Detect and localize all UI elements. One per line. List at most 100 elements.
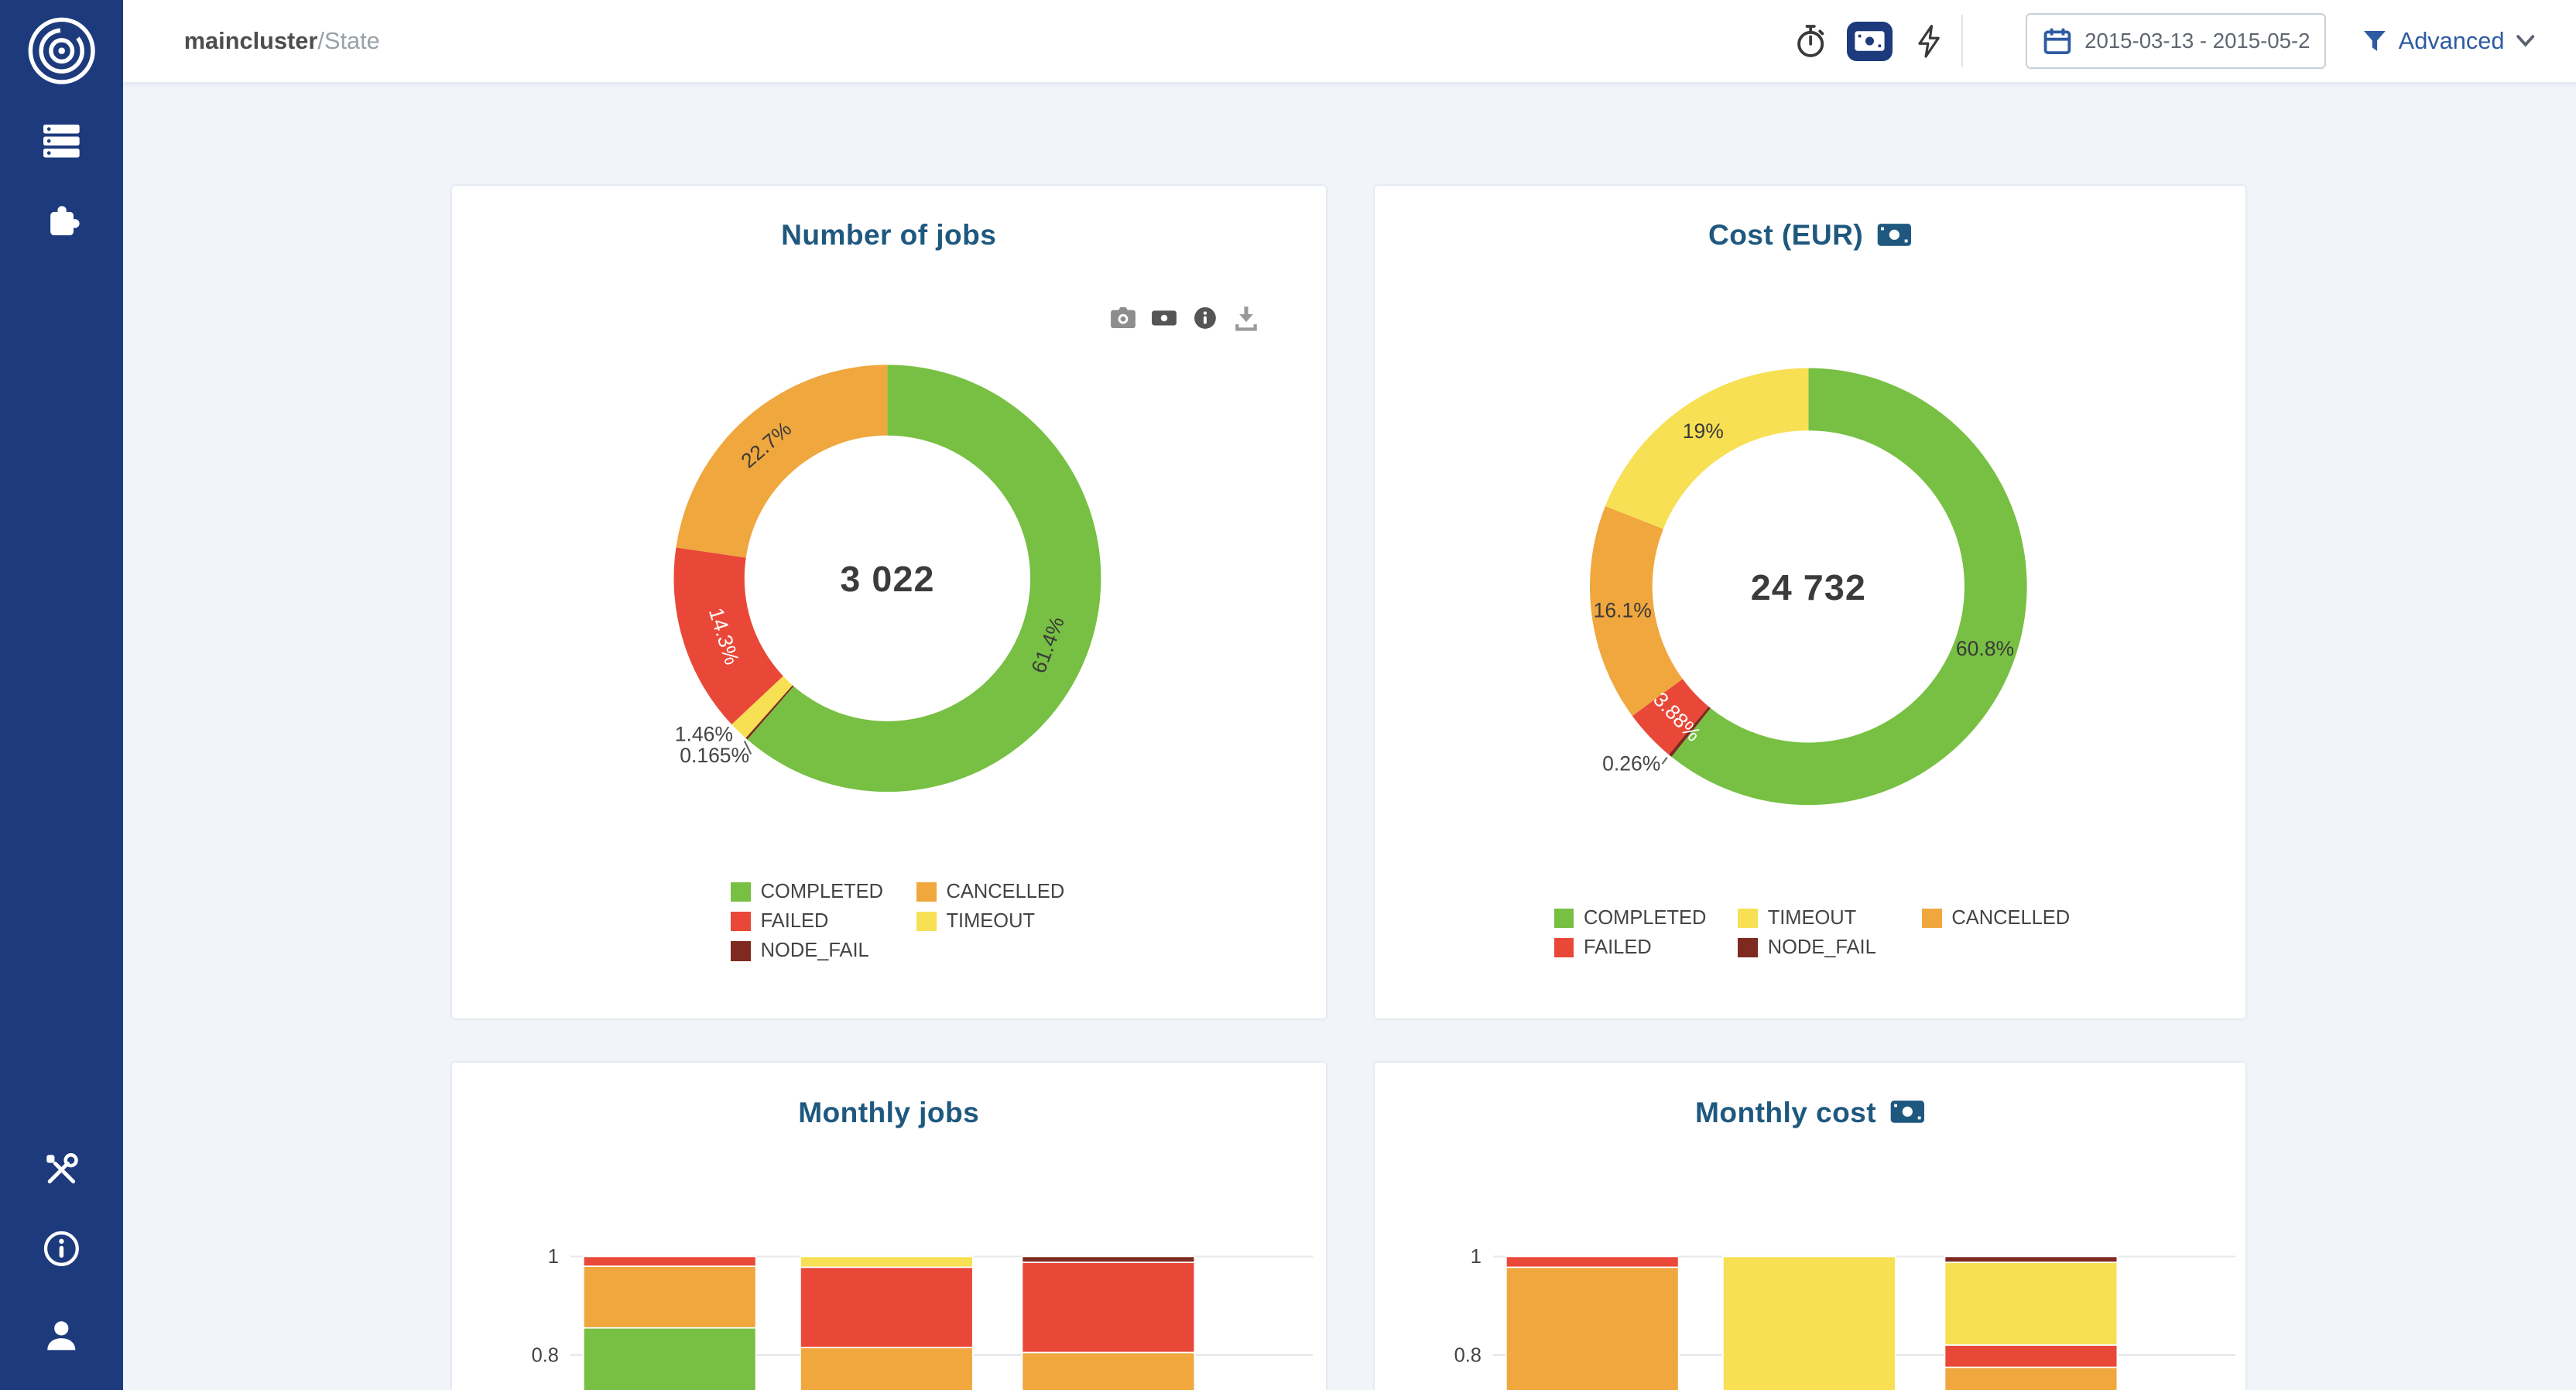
bar-segment-FAILED[interactable] [799, 1266, 974, 1349]
card-title-monthly-jobs: Monthly jobs [452, 1096, 1326, 1129]
legend-label: NODE_FAIL [1767, 936, 1876, 959]
cost-donut-chart: 60.8% 0.26% 3.88% 16.1% 19% 24 732 [1375, 186, 2245, 1019]
legend-item-NODE_FAIL[interactable]: NODE_FAIL [1738, 933, 1876, 963]
date-range-picker[interactable]: 2015-03-13 - 2015-05-2 [2025, 12, 2327, 70]
info-circle-icon[interactable] [1191, 304, 1219, 332]
card-title-monthly-cost: Monthly cost [1375, 1096, 2245, 1129]
bar-segment-NODE_FAIL[interactable] [1021, 1255, 1195, 1264]
tools-icon [46, 1152, 78, 1183]
legend-label: CANCELLED [1951, 906, 2071, 929]
card-title-jobs: Number of jobs [452, 218, 1326, 252]
monthly-jobs-bar-chart: 1 0.8 [452, 1063, 1326, 1390]
pie-slice-TIMEOUT[interactable] [1605, 368, 1809, 529]
card-monthly-jobs: Monthly jobs 1 0.8 [451, 1063, 1326, 1390]
card-cost-eur: Cost (EUR) 60.8% 0.26% 3.88% 16.1% 19% 24 732… [1375, 185, 2246, 1019]
camera-icon[interactable] [1109, 304, 1137, 332]
banknote-icon [1855, 30, 1885, 51]
legend-item-CANCELLED[interactable]: CANCELLED [916, 877, 1064, 906]
bar-segment-FAILED[interactable] [1506, 1255, 1680, 1268]
breadcrumb-cluster[interactable]: maincluster [183, 27, 318, 55]
bar-segment-CANCELLED[interactable] [1506, 1266, 1680, 1390]
pie-center-total: 3 022 [840, 559, 934, 599]
bar-segment-CANCELLED[interactable] [582, 1265, 757, 1329]
jobs-chart-legend: COMPLETED FAILED NODE_FAIL CANCELLED TIMEOUT [452, 186, 1326, 1019]
legend-label: FAILED [760, 910, 829, 933]
pie-slice-CANCELLED[interactable] [676, 365, 888, 558]
download-icon[interactable] [1232, 304, 1260, 332]
bar-segment-COMPLETED[interactable] [582, 1327, 757, 1390]
legend-label: COMPLETED [1583, 906, 1707, 929]
pie-slice-COMPLETED[interactable] [747, 365, 1101, 792]
pie-slice-NODE_FAIL[interactable] [1669, 706, 1711, 757]
duration-toggle-button[interactable] [1789, 19, 1831, 62]
unit-toggle-group [1789, 0, 1950, 82]
bar-segment-CANCELLED[interactable] [1944, 1367, 2119, 1390]
legend-item-NODE_FAIL[interactable]: NODE_FAIL [731, 936, 883, 966]
puzzle-icon [50, 206, 80, 235]
sidebar-item-user[interactable] [0, 1299, 123, 1371]
breadcrumb[interactable]: maincluster/State [184, 0, 380, 82]
legend-item-FAILED[interactable]: FAILED [731, 907, 883, 936]
pie-slice-FAILED[interactable] [673, 547, 783, 724]
legend-swatch [1738, 937, 1758, 958]
legend-item-COMPLETED[interactable]: COMPLETED [1553, 903, 1707, 933]
legend-swatch [916, 882, 937, 902]
bar-segment-FAILED[interactable] [582, 1255, 757, 1268]
sidebar-item-about[interactable] [0, 1212, 123, 1284]
header-divider [1961, 15, 1964, 67]
pie-center-total: 24 732 [1751, 567, 1866, 608]
cost-toggle-button[interactable] [1846, 21, 1893, 61]
money-icon[interactable] [1150, 304, 1178, 332]
pie-slice-label-outside: 1.46% [674, 722, 732, 745]
sidebar-item-clusters[interactable] [0, 105, 123, 177]
pie-slice-label: 60.8% [1956, 637, 2014, 660]
y-tick-label: 0.8 [531, 1344, 558, 1366]
legend-label: CANCELLED [946, 880, 1065, 902]
sidebar-item-plugins[interactable] [0, 184, 123, 256]
cost-chart-legend: COMPLETED FAILED TIMEOUT NODE_FAIL CANCELLED [1375, 186, 2245, 1019]
card-title-text: Monthly cost [1695, 1095, 1877, 1128]
app-logo[interactable] [0, 15, 123, 87]
pie-slice-NODE_FAIL[interactable] [745, 685, 793, 740]
pie-slice-FAILED[interactable] [1632, 679, 1709, 755]
bar-segment-NODE_FAIL[interactable] [1944, 1255, 2119, 1264]
card-monthly-cost: Monthly cost 1 0.8 [1375, 1063, 2246, 1390]
filter-icon [2363, 31, 2386, 51]
sidebar-item-settings[interactable] [0, 1133, 123, 1205]
chart-modebar [1109, 304, 1260, 332]
breadcrumb-section: /State [317, 27, 380, 55]
advanced-filter-button[interactable]: Advanced [2362, 0, 2536, 82]
jobs-donut-chart: 61.4% 0.165% 1.46% 14.3% 22.7% 3 022 [452, 186, 1326, 1019]
pie-slice-COMPLETED[interactable] [1671, 368, 2028, 805]
bar-segment-CANCELLED[interactable] [1021, 1351, 1195, 1390]
card-title-text: Number of jobs [781, 218, 997, 252]
pie-slice-TIMEOUT[interactable] [731, 676, 793, 738]
legend-item-COMPLETED[interactable]: COMPLETED [731, 877, 883, 906]
legend-swatch [1553, 908, 1574, 929]
card-title-text: Cost (EUR) [1708, 218, 1864, 252]
bar-segment-FAILED[interactable] [1021, 1262, 1195, 1354]
server-rack-icon [43, 125, 80, 158]
legend-item-TIMEOUT[interactable]: TIMEOUT [916, 907, 1064, 936]
bar-segment-FAILED[interactable] [1944, 1344, 2119, 1368]
legend-swatch [731, 941, 751, 961]
y-tick-label: 1 [1471, 1246, 1482, 1268]
bar-segment-TIMEOUT[interactable] [1722, 1255, 1897, 1390]
legend-item-FAILED[interactable]: FAILED [1553, 933, 1707, 963]
legend-label: TIMEOUT [1767, 906, 1857, 929]
bar-segment-CANCELLED[interactable] [799, 1347, 974, 1390]
banknote-icon [1890, 1101, 1925, 1123]
legend-swatch [731, 882, 751, 902]
bar-segment-TIMEOUT[interactable] [799, 1255, 974, 1268]
bar-segment-TIMEOUT[interactable] [1944, 1262, 2119, 1347]
legend-swatch [916, 911, 937, 932]
stopwatch-icon [1797, 24, 1824, 57]
pie-slice-CANCELLED[interactable] [1590, 505, 1684, 716]
legend-swatch [1738, 908, 1758, 929]
legend-swatch [1553, 937, 1574, 958]
banknote-icon [1877, 223, 1912, 246]
energy-toggle-button[interactable] [1907, 19, 1950, 62]
legend-item-TIMEOUT[interactable]: TIMEOUT [1738, 903, 1875, 933]
legend-item-CANCELLED[interactable]: CANCELLED [1922, 903, 2070, 933]
chevron-down-icon [2516, 34, 2535, 47]
